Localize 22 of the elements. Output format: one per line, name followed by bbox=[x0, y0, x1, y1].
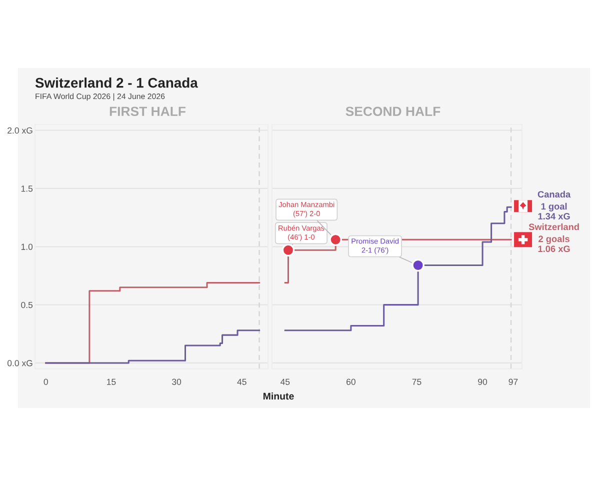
text: FIRST HALF bbox=[110, 106, 186, 116]
y-tick-label: 0.0 xG bbox=[7, 360, 32, 366]
x-tick-label: 60 bbox=[346, 378, 356, 385]
y-tick-label: 1.0 bbox=[21, 244, 33, 250]
x-tick-label: 75 bbox=[412, 378, 422, 385]
x-tick-label: 45 bbox=[237, 378, 246, 385]
x-tick-label: 90 bbox=[478, 378, 488, 385]
x-axis-title: Minute bbox=[263, 392, 294, 400]
text: SECOND HALF bbox=[346, 106, 440, 116]
x-tick-label: 97 bbox=[508, 378, 518, 385]
x-tick-label: 30 bbox=[172, 378, 182, 385]
y-tick-label: 1.5 bbox=[21, 186, 33, 192]
x-tick-label: 0 bbox=[44, 378, 48, 385]
y-tick-label: 0.5 bbox=[21, 302, 33, 308]
text: Switzerland bbox=[528, 223, 579, 230]
y-tick-label: 2.0 xG bbox=[8, 127, 32, 134]
chart-title: Switzerland 2 - 1 Canada bbox=[35, 78, 198, 88]
x-tick-label: 15 bbox=[107, 378, 116, 385]
text: Canada bbox=[538, 190, 571, 198]
text: 1 goal 1.34 xG bbox=[538, 202, 570, 220]
text: 2 goals 1.06 xG bbox=[538, 235, 570, 252]
x-tick-label: 45 bbox=[280, 378, 290, 385]
